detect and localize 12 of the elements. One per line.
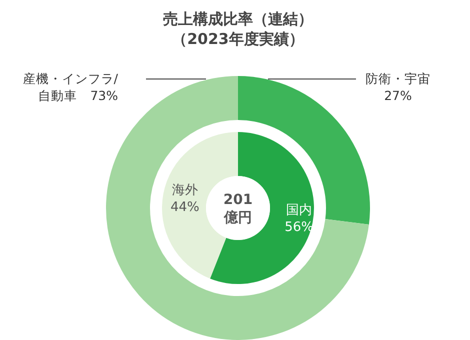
data-label: 56% (284, 220, 314, 236)
data-label: 44% (170, 200, 200, 215)
text: 201 (223, 192, 253, 208)
donut-slice (210, 132, 314, 284)
text: 億円 (223, 209, 252, 226)
chart-title: 売上構成比率（連結） (163, 10, 313, 28)
slice-label: 海外 (172, 182, 198, 198)
data-label: 27% (384, 88, 412, 103)
slice-label: 防衛・宇宙 (366, 71, 430, 86)
slice-label: 国内 (286, 203, 312, 218)
chart-subtitle: （2023年度実績） (172, 30, 304, 48)
slice-label: 産機・インフラ/自動車 73% (22, 71, 119, 103)
